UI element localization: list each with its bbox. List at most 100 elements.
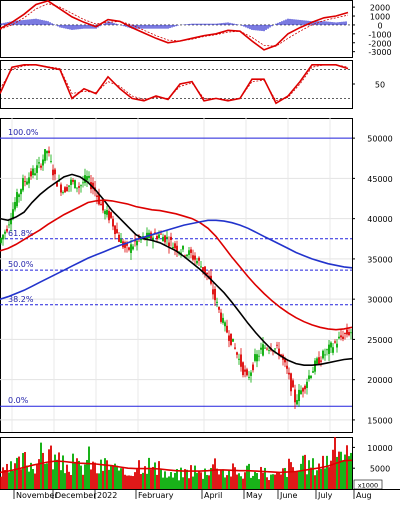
candle-body xyxy=(278,348,280,356)
volume-bar xyxy=(272,474,274,489)
candle-body xyxy=(88,175,90,178)
volume-unit-box xyxy=(353,479,383,490)
candle-body xyxy=(256,354,258,362)
candle-body xyxy=(120,239,122,243)
volume-bar xyxy=(132,476,134,489)
candle-body xyxy=(328,344,330,355)
candle-body xyxy=(190,249,192,253)
volume-bar xyxy=(336,456,338,489)
volume-bar xyxy=(232,463,234,489)
volume-bar xyxy=(28,471,30,489)
candle-body xyxy=(326,349,328,351)
candle-body xyxy=(238,358,240,360)
candle-body xyxy=(36,165,38,173)
candle-body xyxy=(100,203,102,206)
volume-bar xyxy=(56,459,58,489)
candle-body xyxy=(46,150,48,154)
candle-body xyxy=(332,347,334,353)
volume-bar xyxy=(304,454,306,489)
volume-bar xyxy=(158,461,160,489)
volume-bar xyxy=(302,455,304,489)
candle-body xyxy=(126,243,128,246)
volume-bar xyxy=(226,475,228,489)
candle-body xyxy=(128,247,130,250)
fib-level-label: 0.0% xyxy=(8,396,29,405)
candle-body xyxy=(200,266,202,268)
volume-bar xyxy=(306,474,308,489)
candle-body xyxy=(176,245,178,252)
candle-body xyxy=(302,388,304,392)
y-tick-label-vol: 5000 xyxy=(370,465,390,474)
candle-body xyxy=(24,181,26,183)
candle-body xyxy=(306,381,308,388)
candle-body xyxy=(66,187,68,192)
panel-frame-price xyxy=(0,118,353,433)
candle-body xyxy=(124,242,126,248)
x-tick-label: 2022 xyxy=(97,491,117,500)
volume-bar xyxy=(50,445,52,489)
volume-bar xyxy=(300,463,302,489)
candle-body xyxy=(186,254,188,257)
volume-bar xyxy=(310,467,312,489)
candle-body xyxy=(304,385,306,390)
candle-body xyxy=(320,360,322,362)
candle-body xyxy=(42,159,44,166)
y-tick-label-macd: 0 xyxy=(377,21,382,30)
candle-body xyxy=(248,376,250,378)
volume-bar xyxy=(278,472,280,489)
volume-bar xyxy=(308,460,310,489)
volume-bar xyxy=(266,477,268,489)
volume-bar xyxy=(262,472,264,489)
volume-bar xyxy=(78,460,80,489)
volume-bar xyxy=(222,469,224,489)
candle-body xyxy=(170,236,172,240)
volume-bar xyxy=(22,453,24,489)
volume-bar xyxy=(208,475,210,489)
x-tick-label: July xyxy=(317,491,333,500)
volume-bar xyxy=(180,467,182,489)
y-tick-label-macd: -1000 xyxy=(368,30,391,39)
candle-body xyxy=(292,380,294,388)
candle-body xyxy=(30,171,32,177)
volume-bar xyxy=(344,454,346,489)
volume-bar xyxy=(196,472,198,489)
volume-bar xyxy=(34,473,36,489)
volume-bar xyxy=(270,474,272,489)
candle-body xyxy=(202,267,204,272)
volume-bar xyxy=(136,469,138,489)
volume-bar xyxy=(324,468,326,489)
y-tick-label-price: 30000 xyxy=(367,296,392,305)
candle-body xyxy=(228,335,230,341)
volume-bar xyxy=(190,465,192,489)
candle-body xyxy=(266,348,268,350)
volume-bar xyxy=(184,469,186,489)
candle-body xyxy=(6,228,8,232)
candle-body xyxy=(0,238,2,243)
volume-bar xyxy=(72,453,74,489)
volume-bar xyxy=(74,462,76,489)
volume-bar xyxy=(48,449,50,489)
volume-bar xyxy=(10,461,12,489)
candle-body xyxy=(350,332,352,334)
candle-body xyxy=(180,252,182,254)
volume-bar xyxy=(218,474,220,489)
candle-body xyxy=(56,182,58,187)
volume-bar xyxy=(282,468,284,489)
y-tick-label-macd: 2000 xyxy=(370,4,390,13)
volume-bar xyxy=(18,456,20,489)
volume-bar xyxy=(106,460,108,489)
volume-bar xyxy=(264,467,266,489)
candle-body xyxy=(112,218,114,227)
candle-body xyxy=(314,360,316,372)
candle-body xyxy=(224,322,226,327)
candle-body xyxy=(234,347,236,349)
y-tick-label-macd: -3000 xyxy=(368,48,391,57)
candle-body xyxy=(246,369,248,376)
candle-body xyxy=(84,175,86,183)
y-tick-label-price: 15000 xyxy=(367,416,392,425)
volume-bar xyxy=(298,470,300,489)
moving-average-ma_blue xyxy=(0,219,353,300)
volume-bar xyxy=(44,464,46,489)
candle-body xyxy=(324,354,326,356)
stoch-line xyxy=(0,64,349,105)
